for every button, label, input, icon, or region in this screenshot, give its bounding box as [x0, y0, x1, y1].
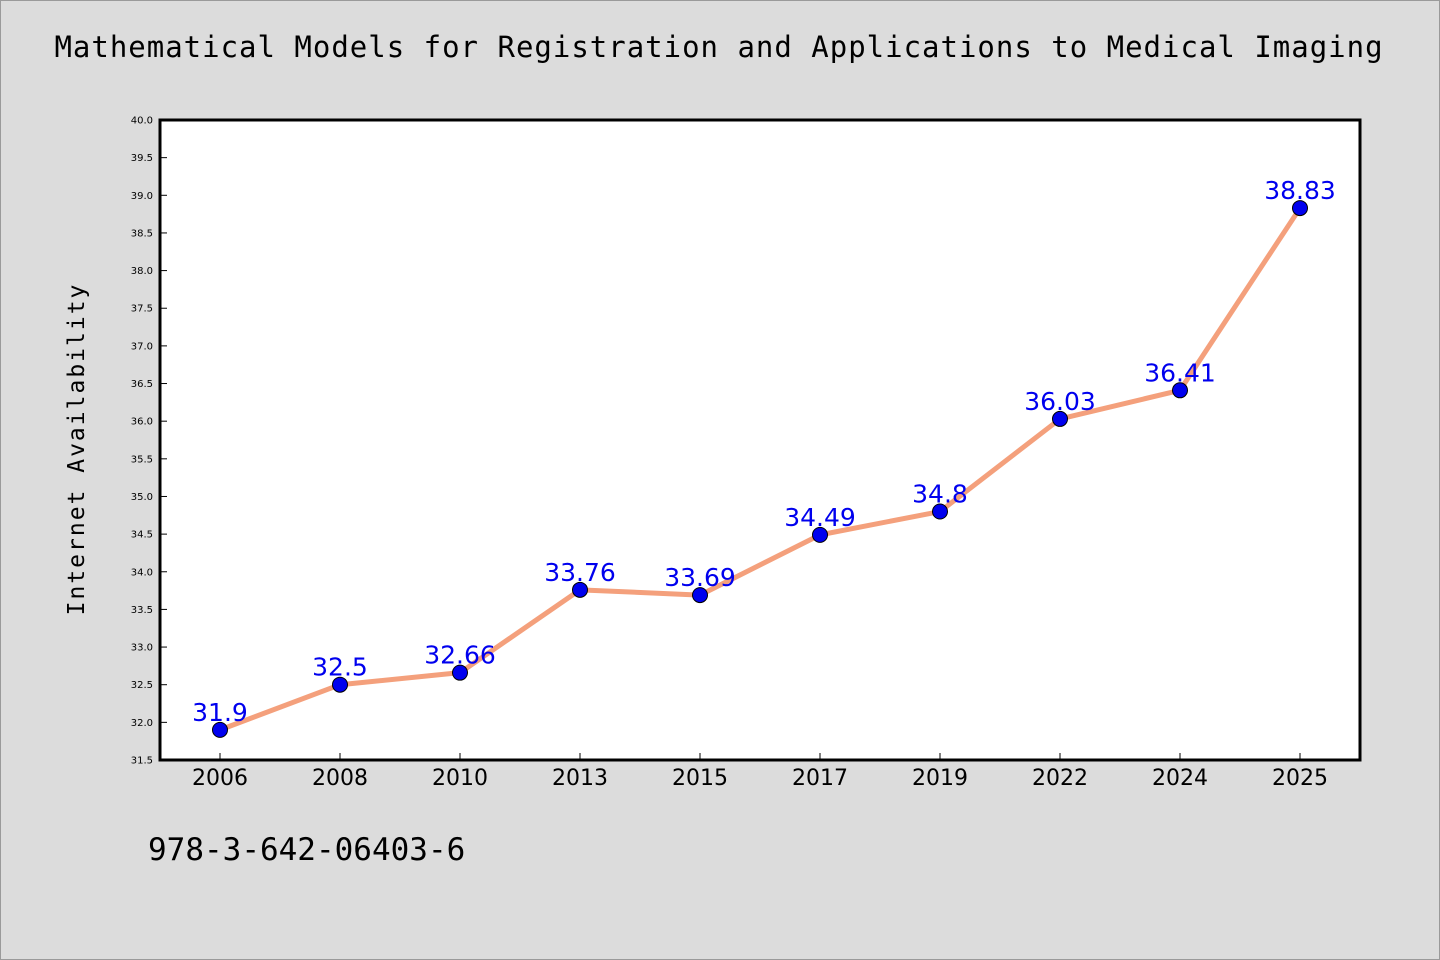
x-tick-label: 2013 [552, 766, 608, 791]
data-point [572, 581, 588, 598]
data-label: 34.8 [912, 480, 968, 509]
y-tick-label: 40.0 [131, 116, 153, 127]
x-tick-label: 2008 [312, 766, 368, 791]
x-tick-label: 2015 [672, 766, 728, 791]
y-tick-label: 39.5 [131, 153, 153, 164]
y-tick-label: 35.5 [131, 454, 153, 465]
y-tick-label: 36.0 [131, 417, 153, 428]
y-tick-label: 34.0 [131, 567, 153, 578]
data-markers [212, 200, 1308, 738]
y-tick-label: 33.5 [131, 605, 153, 616]
data-labels: 31.9 32.5 32.66 33.76 33.69 34.49 34.8 36.03 36.… [192, 176, 1336, 727]
y-tick-label: 38.5 [131, 228, 153, 239]
y-tick-label: 39.0 [131, 191, 153, 202]
y-tick-label: 32.0 [131, 718, 153, 729]
data-label: 32.5 [312, 653, 368, 682]
y-axis-label: Internet Availability [64, 283, 90, 616]
series-line [219, 206, 1303, 733]
y-tick-label: 32.5 [131, 680, 153, 691]
chart-title: Mathematical Models for Registration and… [54, 30, 1384, 64]
y-axis: 31.5 32.0 32.5 33.0 33.5 34.0 34.5 35.0 35.5 36.0… [131, 116, 167, 767]
data-point [932, 503, 948, 520]
y-tick-label: 35.0 [131, 492, 153, 503]
data-label: 33.76 [544, 558, 616, 587]
data-point [332, 676, 348, 693]
y-tick-label: 37.5 [131, 304, 153, 315]
data-point [1292, 200, 1308, 217]
data-label: 36.41 [1144, 358, 1216, 387]
isbn-text: 978-3-642-06403-6 [148, 832, 466, 868]
data-point [812, 526, 828, 543]
y-tick-label: 36.5 [131, 379, 153, 390]
x-tick-label: 2025 [1272, 766, 1328, 791]
y-tick-label: 31.5 [131, 756, 153, 767]
x-tick-label: 2017 [792, 766, 848, 791]
x-tick-label: 2010 [432, 766, 488, 791]
x-tick-label: 2022 [1032, 766, 1088, 791]
data-label: 31.9 [192, 698, 248, 727]
y-tick-label: 38.0 [131, 266, 153, 277]
data-point [212, 721, 228, 738]
data-label: 32.66 [424, 641, 496, 670]
data-point [452, 664, 468, 681]
data-point [1172, 382, 1188, 399]
data-point [1052, 410, 1068, 427]
x-tick-label: 2024 [1152, 766, 1208, 791]
x-axis: 2006 2008 2010 2013 2015 2017 2019 2022 2024 2025 [192, 753, 1328, 791]
y-tick-label: 34.5 [131, 530, 153, 541]
data-label: 34.49 [784, 503, 856, 532]
x-tick-label: 2019 [912, 766, 968, 791]
y-tick-label: 33.0 [131, 643, 153, 654]
data-point [692, 587, 708, 604]
plot-area [158, 118, 1362, 762]
data-label: 33.69 [664, 563, 736, 592]
data-label: 36.03 [1024, 387, 1096, 416]
x-tick-label: 2006 [192, 766, 248, 791]
data-label: 38.83 [1264, 176, 1336, 205]
y-tick-label: 37.0 [131, 341, 153, 352]
